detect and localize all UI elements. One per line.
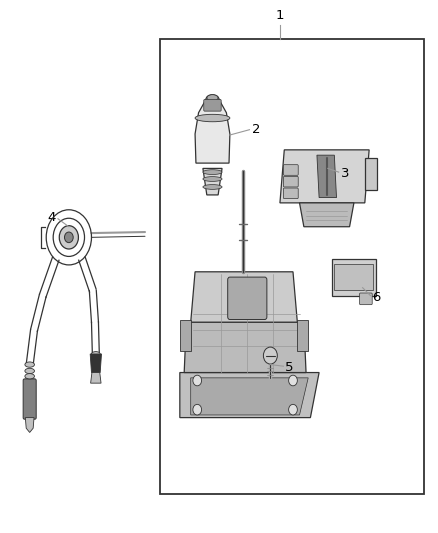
Polygon shape <box>91 373 101 383</box>
Ellipse shape <box>203 176 222 181</box>
FancyBboxPatch shape <box>228 277 267 319</box>
Ellipse shape <box>203 184 222 189</box>
Polygon shape <box>280 150 369 203</box>
Polygon shape <box>203 168 222 195</box>
Text: 4: 4 <box>47 211 56 224</box>
Polygon shape <box>334 264 373 290</box>
Ellipse shape <box>207 95 218 101</box>
FancyBboxPatch shape <box>204 100 221 111</box>
FancyBboxPatch shape <box>283 176 298 187</box>
Polygon shape <box>300 203 354 227</box>
Ellipse shape <box>25 374 35 379</box>
Bar <box>160 38 424 495</box>
Polygon shape <box>317 155 336 198</box>
FancyBboxPatch shape <box>360 293 372 305</box>
Polygon shape <box>191 272 297 322</box>
Text: 2: 2 <box>252 123 260 136</box>
Ellipse shape <box>195 114 230 122</box>
Polygon shape <box>184 322 306 373</box>
Polygon shape <box>180 373 319 418</box>
Ellipse shape <box>206 95 219 104</box>
Polygon shape <box>195 100 230 163</box>
Ellipse shape <box>92 352 100 357</box>
Text: 1: 1 <box>276 9 284 21</box>
Text: 6: 6 <box>372 291 381 304</box>
Text: 5: 5 <box>285 361 293 374</box>
Polygon shape <box>332 259 376 296</box>
Ellipse shape <box>203 169 222 174</box>
Circle shape <box>193 405 201 415</box>
Ellipse shape <box>25 362 35 367</box>
Circle shape <box>193 375 201 386</box>
Ellipse shape <box>25 368 35 374</box>
FancyBboxPatch shape <box>283 188 298 199</box>
Polygon shape <box>365 158 377 190</box>
Polygon shape <box>297 319 308 351</box>
Circle shape <box>263 347 277 364</box>
FancyBboxPatch shape <box>23 379 36 419</box>
FancyBboxPatch shape <box>283 165 298 175</box>
Polygon shape <box>25 418 34 432</box>
Polygon shape <box>180 319 191 351</box>
Circle shape <box>59 225 78 249</box>
Circle shape <box>289 375 297 386</box>
Circle shape <box>289 405 297 415</box>
Polygon shape <box>90 354 102 373</box>
Text: 3: 3 <box>341 167 350 180</box>
Circle shape <box>64 232 73 243</box>
Polygon shape <box>191 378 308 415</box>
